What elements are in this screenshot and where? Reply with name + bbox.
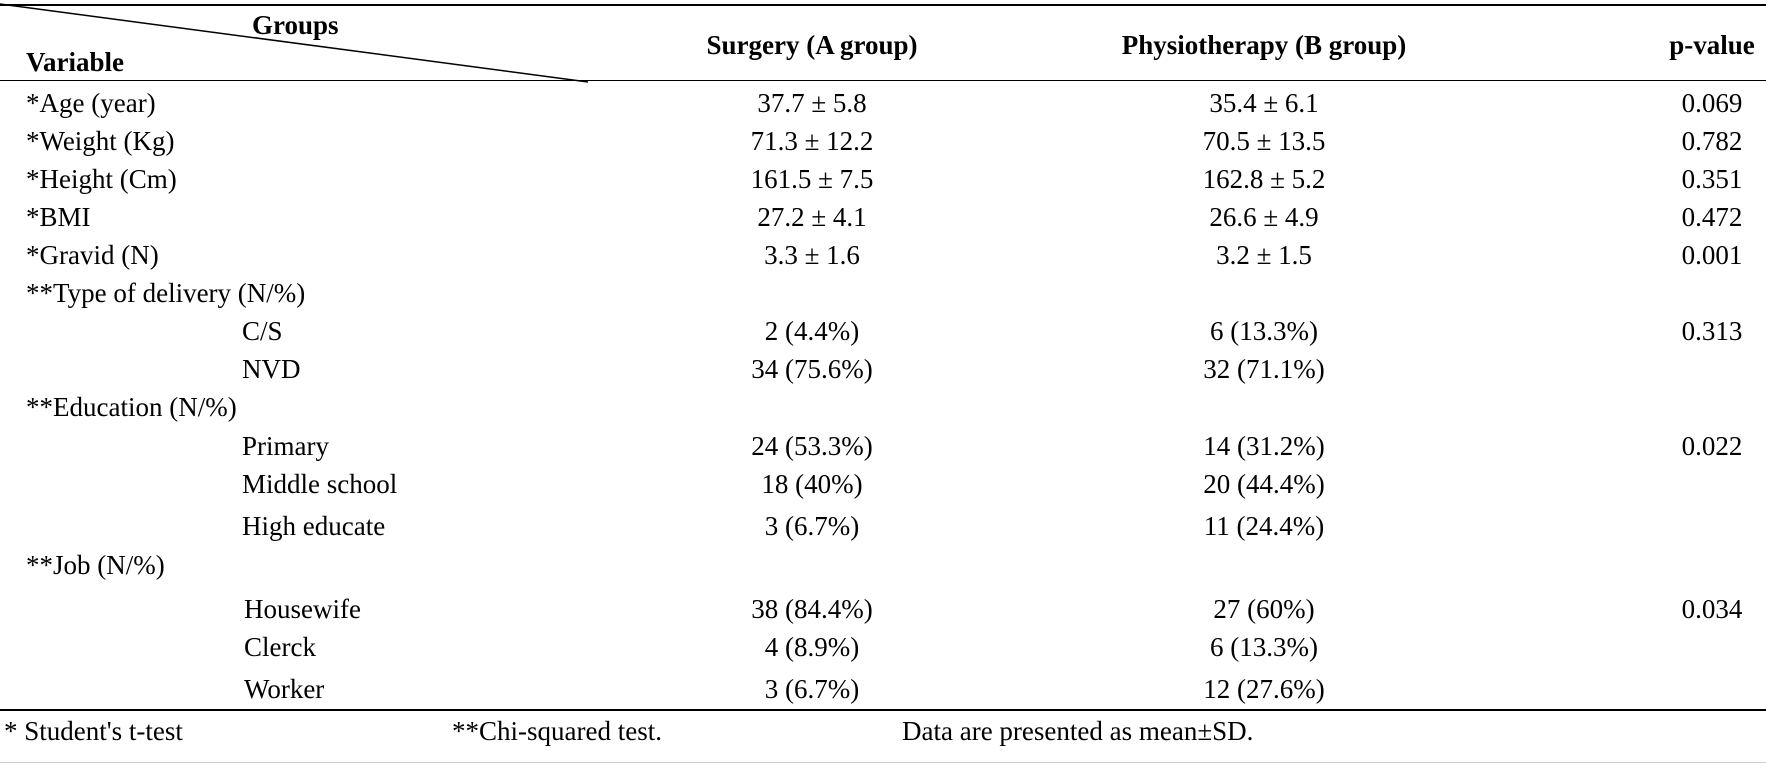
cell-surgery: 18 (40%) [761, 469, 863, 499]
cell-surgery: 3.3 ± 1.6 [764, 240, 860, 270]
cell-surgery: 71.3 ± 12.2 [750, 126, 874, 156]
header-col-b: Physiotherapy (B group) [1121, 30, 1407, 60]
row-label: NVD [242, 354, 301, 384]
cell-physiotherapy: 26.6 ± 4.9 [1209, 202, 1319, 232]
cell-surgery: 3 (6.7%) [764, 511, 860, 541]
footnote-chi-squared: **Chi-squared test. [452, 716, 662, 746]
header-col-p: p-value [1669, 30, 1755, 60]
cell-surgery: 38 (84.4%) [751, 594, 873, 624]
cell-p-value: 0.001 [1681, 240, 1743, 270]
cell-physiotherapy: 14 (31.2%) [1203, 431, 1325, 461]
cell-p-value: 0.069 [1681, 88, 1743, 118]
header-diagonal-line [0, 3, 589, 83]
cell-physiotherapy: 32 (71.1%) [1203, 354, 1325, 384]
row-label: Middle school [242, 469, 398, 499]
row-label: Worker [244, 674, 325, 704]
row-label: Housewife [244, 594, 361, 624]
cell-physiotherapy: 11 (24.4%) [1203, 511, 1325, 541]
row-label: *Weight (Kg) [26, 126, 175, 156]
cell-physiotherapy: 162.8 ± 5.2 [1202, 164, 1326, 194]
header-col-a: Surgery (A group) [706, 30, 918, 60]
row-label: Primary [242, 431, 329, 461]
cell-surgery: 27.2 ± 4.1 [757, 202, 867, 232]
cell-physiotherapy: 70.5 ± 13.5 [1202, 126, 1326, 156]
header-rule [0, 80, 1766, 81]
cell-physiotherapy: 12 (27.6%) [1203, 674, 1325, 704]
cell-surgery: 24 (53.3%) [751, 431, 873, 461]
page-edge-rule [0, 762, 1766, 763]
cell-surgery: 37.7 ± 5.8 [757, 88, 867, 118]
cell-surgery: 34 (75.6%) [751, 354, 873, 384]
cell-surgery: 161.5 ± 7.5 [750, 164, 874, 194]
section-label: **Job (N/%) [26, 550, 165, 580]
cell-p-value: 0.472 [1681, 202, 1743, 232]
cell-physiotherapy: 35.4 ± 6.1 [1209, 88, 1319, 118]
cell-p-value: 0.313 [1681, 316, 1743, 346]
row-label: *Height (Cm) [26, 164, 177, 194]
row-label: High educate [242, 511, 386, 541]
cell-surgery: 2 (4.4%) [764, 316, 860, 346]
row-label: Clerck [244, 632, 316, 662]
cell-physiotherapy: 20 (44.4%) [1203, 469, 1325, 499]
bottom-rule [0, 709, 1766, 711]
cell-physiotherapy: 27 (60%) [1213, 594, 1315, 624]
cell-p-value: 0.782 [1681, 126, 1743, 156]
row-label: *Age (year) [26, 88, 156, 118]
cell-physiotherapy: 6 (13.3%) [1210, 632, 1318, 662]
footnote-data-format: Data are presented as mean±SD. [902, 716, 1254, 746]
header-groups-label: Groups [252, 10, 339, 40]
top-rule [0, 4, 1766, 6]
cell-p-value: 0.034 [1681, 594, 1743, 624]
row-label: *Gravid (N) [26, 240, 159, 270]
section-label: **Education (N/%) [26, 392, 237, 422]
row-label: C/S [242, 316, 283, 346]
cell-p-value: 0.351 [1681, 164, 1743, 194]
cell-surgery: 4 (8.9%) [764, 632, 860, 662]
cell-physiotherapy: 6 (13.3%) [1210, 316, 1318, 346]
header-variable-label: Variable [26, 47, 125, 77]
cell-p-value: 0.022 [1681, 431, 1743, 461]
cell-physiotherapy: 3.2 ± 1.5 [1216, 240, 1312, 270]
footnote-t-test: * Student's t-test [4, 716, 183, 746]
cell-surgery: 3 (6.7%) [764, 674, 860, 704]
section-label: **Type of delivery (N/%) [26, 278, 306, 308]
row-label: *BMI [26, 202, 91, 232]
